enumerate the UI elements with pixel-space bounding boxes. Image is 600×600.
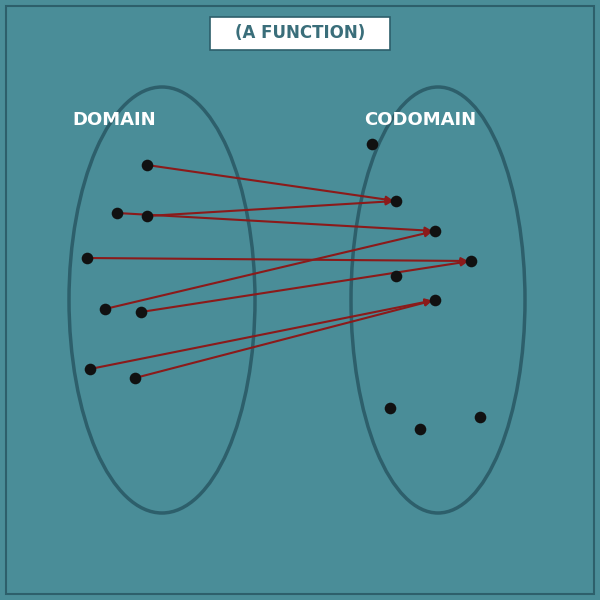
Point bbox=[367, 139, 377, 149]
Ellipse shape bbox=[69, 87, 255, 513]
Point bbox=[130, 373, 140, 383]
Point bbox=[142, 160, 152, 170]
Point bbox=[430, 226, 440, 236]
Text: (A FUNCTION): (A FUNCTION) bbox=[235, 24, 365, 42]
Point bbox=[466, 256, 476, 266]
Point bbox=[430, 295, 440, 305]
Text: CODOMAIN: CODOMAIN bbox=[364, 111, 476, 129]
Point bbox=[85, 364, 95, 374]
Point bbox=[136, 307, 146, 317]
Point bbox=[415, 424, 425, 434]
Point bbox=[391, 196, 401, 206]
Ellipse shape bbox=[351, 87, 525, 513]
Point bbox=[475, 412, 485, 422]
Point bbox=[82, 253, 92, 263]
Point bbox=[142, 211, 152, 221]
Point bbox=[391, 271, 401, 281]
Point bbox=[385, 403, 395, 413]
Text: DOMAIN: DOMAIN bbox=[72, 111, 156, 129]
Point bbox=[100, 304, 110, 314]
Point bbox=[112, 208, 122, 218]
FancyBboxPatch shape bbox=[210, 16, 390, 49]
